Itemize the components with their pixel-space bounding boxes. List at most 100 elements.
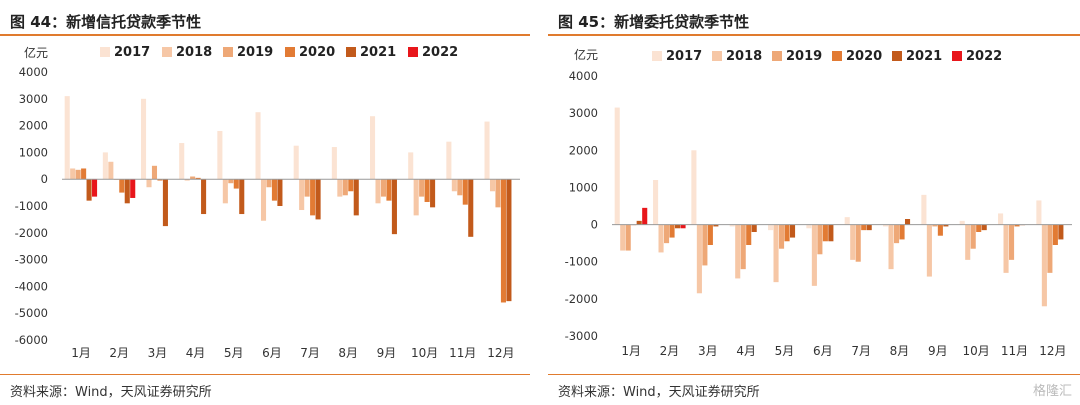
bar-2021-1月 [86,179,92,201]
bar-2021-3月 [713,224,719,227]
bar-2019-6月 [266,179,272,188]
bar-2019-4月 [740,224,746,270]
bar-2020-9月 [937,224,943,236]
bar-2017-5月 [217,130,223,180]
bar-2018-5月 [773,224,779,283]
y-tick-label: 4000 [569,69,598,83]
bar-2022-1月 [642,207,648,225]
legend-label-2018: 2018 [726,49,762,64]
x-tick-label: 6月 [262,346,282,360]
bar-2019-1月 [75,169,81,180]
bar-2020-6月 [271,179,277,201]
bar-2017-1月 [64,96,70,180]
bar-2021-2月 [674,224,681,229]
bar-2018-11月 [1003,224,1009,273]
bar-2020-12月 [1052,224,1058,245]
bar-2019-12月 [495,179,501,208]
y-tick-label: 2000 [19,119,48,133]
bar-2018-11月 [451,179,457,192]
legend-swatch-2019 [772,51,782,61]
bar-2021-8月 [353,179,359,216]
entrusted-loans-chart: 亿元 4000 3000 2000 1000 0 -1000 -2000 -3000 1月 2月 3月… [565,47,1072,358]
y-tick-label: -4000 [15,279,48,293]
bar-2021-6月 [828,224,834,242]
legend-swatch-2017 [652,51,662,61]
bar-2021-12月 [506,179,512,302]
bar-2021-11月 [468,179,474,237]
bar-2021-9月 [943,224,949,227]
bar-2018-2月 [658,224,664,253]
bar-2019-4月 [190,176,196,180]
bar-2017-10月 [959,220,965,225]
bar-2020-3月 [157,179,163,181]
source-note: 资料来源：Wind，天风证券研究所 [10,385,212,400]
bar-2017-1月 [614,107,620,225]
bar-2021-3月 [162,179,168,227]
watermark-logo: 格隆汇 [1032,384,1072,399]
bar-2019-7月 [304,179,310,197]
bar-2017-11月 [998,213,1004,225]
legend-label-2022: 2022 [966,49,1002,64]
bar-2019-9月 [932,224,938,227]
bar-2017-5月 [768,224,774,231]
bar-2017-11月 [446,141,452,180]
x-tick-label: 10月 [411,346,438,360]
chart-panel-entrusted-loans: 图 45：新增委托贷款季节性 亿元 4000 3000 2000 1000 0 -1000 -… [548,0,1080,405]
chart-panel-trust-loans: 图 44：新增信托贷款季节性 亿元 4000 3000 2000 1000 0 -1000 -… [0,0,530,405]
legend-swatch-2019 [223,47,233,57]
bar-2021-2月 [124,179,130,204]
bar-2017-6月 [255,112,261,180]
bar-2021-8月 [904,219,911,225]
x-tick-label: 3月 [698,344,718,358]
bar-2018-9月 [926,224,932,277]
bar-2019-10月 [419,179,425,197]
bar-2017-2月 [102,152,108,180]
bar-2020-11月 [1014,224,1020,227]
trust-loans-chart: 亿元 4000 3000 2000 1000 0 -1000 -2000 -3000 -4000 -… [15,45,520,360]
bar-2021-5月 [239,179,245,215]
x-tick-label: 1月 [621,344,641,358]
bar-2020-6月 [822,224,828,242]
bar-2020-7月 [861,224,867,231]
legend-swatch-2017 [100,47,110,57]
bar-2020-1月 [81,168,87,180]
bar-2018-6月 [260,179,267,221]
x-tick-label: 11月 [1001,344,1028,358]
bar-2017-12月 [1036,200,1042,225]
x-tick-label: 7月 [300,346,320,360]
bar-2018-1月 [620,224,626,251]
x-tick-label: 9月 [377,346,397,360]
legend-swatch-2022 [408,47,418,57]
x-tick-label: 12月 [487,346,514,360]
bar-2019-8月 [342,179,348,196]
y-tick-label: -1000 [565,255,598,269]
bar-2020-5月 [233,179,239,189]
legend-swatch-2018 [712,51,722,61]
y-tick-label: 3000 [19,92,48,106]
bar-2018-2月 [108,161,114,180]
bar-2022-2月 [680,224,686,229]
bar-2020-7月 [310,179,316,216]
y-tick-label: -1000 [15,199,48,213]
bar-2018-8月 [888,224,894,270]
bar-2020-4月 [746,224,752,245]
x-tick-label: 6月 [813,344,833,358]
y-tick-label: -3000 [565,329,598,343]
bar-2017-2月 [653,180,659,225]
bar-2021-7月 [866,224,872,231]
bar-2021-10月 [430,179,436,208]
y-tick-label: -6000 [15,333,48,347]
bar-2019-8月 [894,224,900,244]
bar-2018-7月 [299,179,305,211]
bar-2020-2月 [669,224,675,238]
y-tick-label: -2000 [15,226,48,240]
x-tick-label: 8月 [890,344,910,358]
bar-2020-5月 [784,224,790,242]
bar-2017-3月 [141,98,147,180]
bar-2017-4月 [179,143,185,180]
bar-2019-1月 [625,224,631,251]
bar-2020-3月 [707,224,713,245]
legend-label-2021: 2021 [360,45,396,60]
bar-2020-12月 [500,179,506,303]
bar-2018-7月 [850,224,856,260]
